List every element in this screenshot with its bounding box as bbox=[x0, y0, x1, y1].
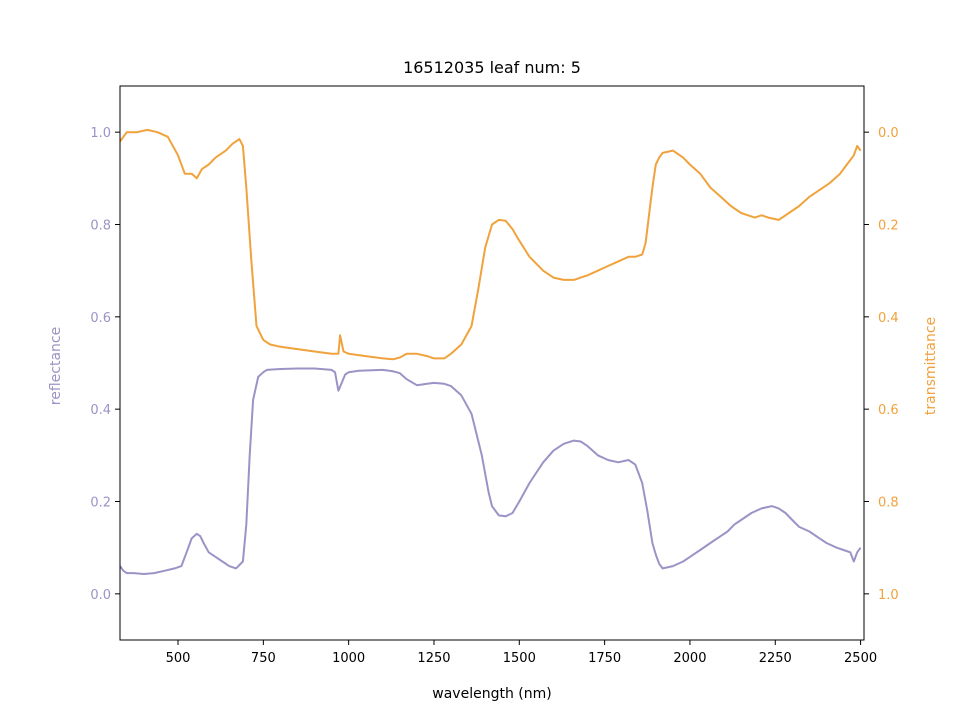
x-tick-label: 2000 bbox=[673, 651, 706, 666]
left-y-tick-label: 0.6 bbox=[90, 311, 111, 326]
x-tick-label: 1250 bbox=[417, 651, 450, 666]
x-axis-label: wavelength (nm) bbox=[432, 686, 551, 702]
right-y-tick-label: 0.0 bbox=[878, 126, 899, 141]
transmittance-line bbox=[119, 128, 862, 361]
plot-area bbox=[120, 86, 864, 640]
left-y-tick-label: 0.4 bbox=[90, 403, 111, 418]
right-y-tick-label: 0.2 bbox=[878, 219, 899, 234]
left-y-tick-label: 0.0 bbox=[90, 588, 111, 603]
right-y-axis: 0.0 0.2 0.4 0.6 0.8 1.0 bbox=[864, 126, 899, 603]
right-y-tick-label: 0.6 bbox=[878, 403, 899, 418]
x-tick-label: 1750 bbox=[588, 651, 621, 666]
series-layer bbox=[119, 128, 862, 575]
x-tick-label: 1000 bbox=[332, 651, 365, 666]
right-y-tick-label: 1.0 bbox=[878, 588, 899, 603]
left-y-axis: 0.0 0.2 0.4 0.6 0.8 1.0 bbox=[90, 126, 120, 603]
x-tick-label: 1500 bbox=[503, 651, 536, 666]
left-y-tick-label: 1.0 bbox=[90, 126, 111, 141]
left-y-axis-label: reflectance bbox=[48, 327, 64, 405]
right-y-axis-label: transmittance bbox=[923, 317, 939, 415]
x-tick-label: 2250 bbox=[759, 651, 792, 666]
reflectance-line bbox=[119, 367, 862, 575]
right-y-tick-label: 0.4 bbox=[878, 311, 899, 326]
left-y-tick-label: 0.8 bbox=[90, 219, 111, 234]
left-y-tick-label: 0.2 bbox=[90, 496, 111, 511]
x-axis: 500 750 1000 1250 1500 1750 2000 2250 2500 bbox=[166, 640, 877, 666]
x-tick-label: 2500 bbox=[844, 651, 877, 666]
right-y-tick-label: 0.8 bbox=[878, 496, 899, 511]
x-tick-label: 750 bbox=[251, 651, 276, 666]
plot-frame bbox=[119, 85, 865, 641]
chart-title: 16512035 leaf num: 5 bbox=[403, 58, 581, 77]
x-tick-label: 500 bbox=[166, 651, 191, 666]
